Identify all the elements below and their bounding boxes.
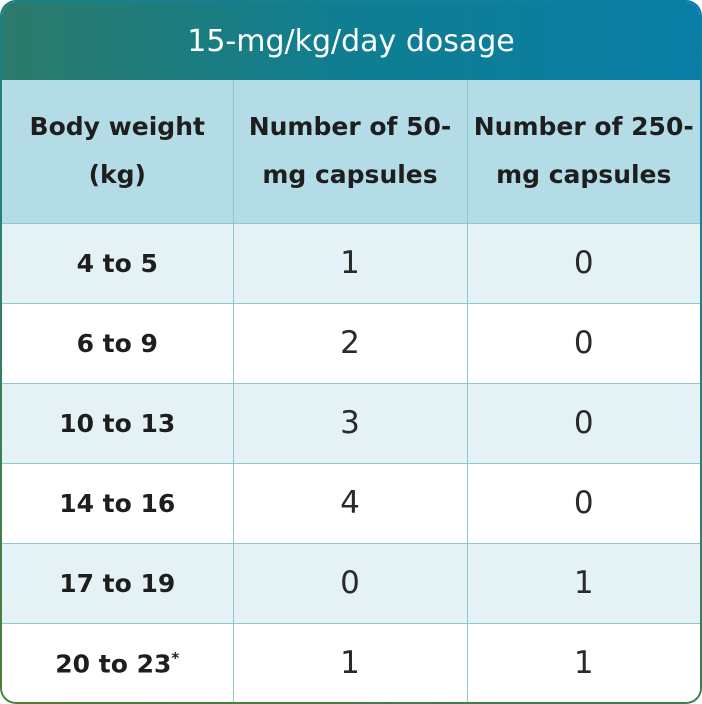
header-row: Body weight (kg) Number of 50-mg capsules… — [2, 80, 700, 224]
title: 15-mg/kg/day dosage — [2, 2, 700, 80]
column-header: Body weight (kg) — [2, 80, 234, 224]
row-label-text: 20 to 23 — [55, 648, 172, 678]
footnote-mark: * — [171, 648, 180, 667]
table-row: 14 to 16 4 0 — [2, 462, 700, 544]
capsule-count: 3 — [232, 382, 468, 464]
table-head: Body weight (kg) Number of 50-mg capsules… — [2, 80, 700, 224]
row-label: 10 to 13 — [2, 382, 234, 464]
capsule-count: 0 — [466, 302, 700, 384]
row-label: 6 to 9 — [2, 302, 234, 384]
capsule-count: 1 — [232, 622, 468, 702]
capsule-count: 0 — [232, 542, 468, 624]
row-label: 20 to 23* — [2, 622, 234, 702]
capsule-count: 2 — [232, 302, 468, 384]
table-row: 17 to 19 0 1 — [2, 542, 700, 624]
capsule-count: 1 — [466, 542, 700, 624]
column-header: Number of 50-mg capsules — [232, 80, 468, 224]
column-header: Number of 250-mg capsules — [466, 80, 700, 224]
table-row: 10 to 13 3 0 — [2, 382, 700, 464]
row-label: 14 to 16 — [2, 462, 234, 544]
table-row: 20 to 23* 1 1 — [2, 622, 700, 702]
capsule-count: 1 — [466, 622, 700, 702]
row-label: 17 to 19 — [2, 542, 234, 624]
capsule-count: 0 — [466, 462, 700, 544]
capsule-count: 1 — [232, 222, 468, 304]
row-label: 4 to 5 — [2, 222, 234, 304]
capsule-count: 4 — [232, 462, 468, 544]
capsule-count: 0 — [466, 222, 700, 304]
capsule-count: 0 — [466, 382, 700, 464]
dosage-table: Body weight (kg) Number of 50-mg capsules… — [2, 80, 700, 702]
